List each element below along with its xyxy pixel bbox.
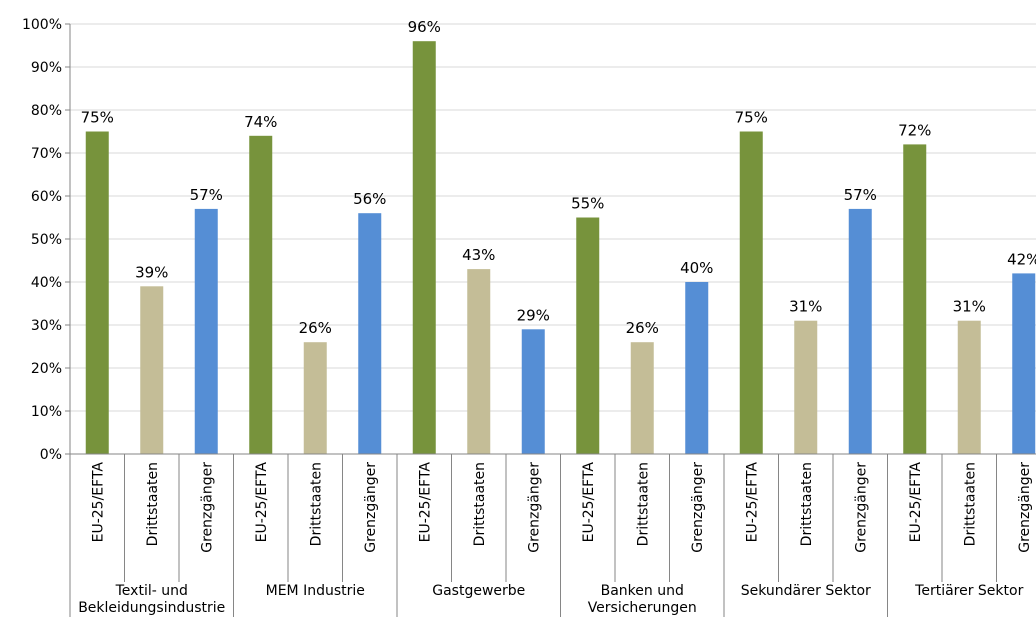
bar-drittstaaten [467,269,491,454]
bar-eu-25-efta [576,217,600,454]
y-tick-label: 20% [31,361,62,377]
bar-grenzg-nger [358,213,382,454]
bar-eu-25-efta [903,144,927,454]
category-label: Drittstaaten [308,462,324,546]
group-label: Textil- und [115,583,188,599]
bar-drittstaaten [303,342,327,454]
data-label: 31% [789,298,822,316]
category-label: Grenzgänger [363,462,379,553]
y-tick-label: 10% [31,404,62,420]
group-label: Gastgewerbe [432,583,525,599]
bar-drittstaaten [140,286,164,454]
y-tick-label: 0% [40,447,62,463]
category-label: Drittstaaten [962,462,978,546]
category-label: EU-25/EFTA [90,462,106,543]
data-label: 43% [462,246,495,264]
category-label: EU-25/EFTA [417,462,433,543]
group-label: Sekundärer Sektor [741,583,871,599]
y-tick-label: 80% [31,103,62,119]
data-labels: 75% 39% 57% 74% 26% 56% 96% 43% 29% 55% 26% 40% 75% 3… [81,18,1036,337]
category-label: EU-25/EFTA [581,462,597,543]
gridlines [70,23,1036,412]
category-label: Grenzgänger [853,462,869,553]
category-label: Grenzgänger [526,462,542,553]
bars [85,41,1036,455]
category-label: Grenzgänger [690,462,706,553]
bar-eu-25-efta [249,135,273,455]
y-tick-label: 100% [22,17,62,33]
category-label: EU-25/EFTA [254,462,270,543]
bar-grenzg-nger [1012,273,1036,454]
data-label: 96% [408,18,441,36]
category-label: EU-25/EFTA [908,462,924,543]
bar-eu-25-efta [739,131,763,454]
y-tick-label: 60% [31,189,62,205]
data-label: 26% [299,319,332,337]
category-label: Drittstaaten [799,462,815,546]
data-label: 29% [517,306,550,324]
bar-grenzg-nger [194,208,218,454]
group-label: Versicherungen [588,600,697,616]
y-tick-label: 40% [31,275,62,291]
bar-drittstaaten [794,320,818,454]
y-tick-label: 30% [31,318,62,334]
y-tick-label: 50% [31,232,62,248]
group-label: Bekleidungsindustrie [78,600,225,616]
bar-eu-25-efta [85,131,109,454]
bar-drittstaaten [630,342,654,454]
category-label: Grenzgänger [1017,462,1033,553]
data-label: 75% [81,109,114,127]
group-label: Tertiärer Sektor [914,583,1023,599]
category-label: EU-25/EFTA [744,462,760,543]
category-label: Drittstaaten [145,462,161,546]
category-label: Grenzgänger [199,462,215,553]
y-tick-label: 70% [31,146,62,162]
data-label: 57% [844,186,877,204]
bar-grenzg-nger [848,208,872,454]
bar-grenzg-nger [685,282,709,454]
data-label: 72% [898,121,931,139]
data-label: 57% [190,186,223,204]
group-label: MEM Industrie [266,583,365,599]
data-label: 31% [953,298,986,316]
category-label: Drittstaaten [472,462,488,546]
bar-eu-25-efta [412,41,436,454]
bar-drittstaaten [957,320,981,454]
data-label: 39% [135,263,168,281]
y-tick-label: 90% [31,60,62,76]
data-label: 74% [244,113,277,131]
data-label: 40% [680,259,713,277]
axes: 0% 10% 20% 30% 40% 50% 60% 70% 80% 90% 100% EU-25/E… [22,17,1036,617]
group-label: Banken und [601,583,684,599]
category-label: Drittstaaten [635,462,651,546]
data-label: 75% [735,109,768,127]
bar-grenzg-nger [521,329,545,454]
data-label: 55% [571,195,604,213]
data-label: 26% [626,319,659,337]
data-label: 42% [1007,250,1036,268]
data-label: 56% [353,190,386,208]
